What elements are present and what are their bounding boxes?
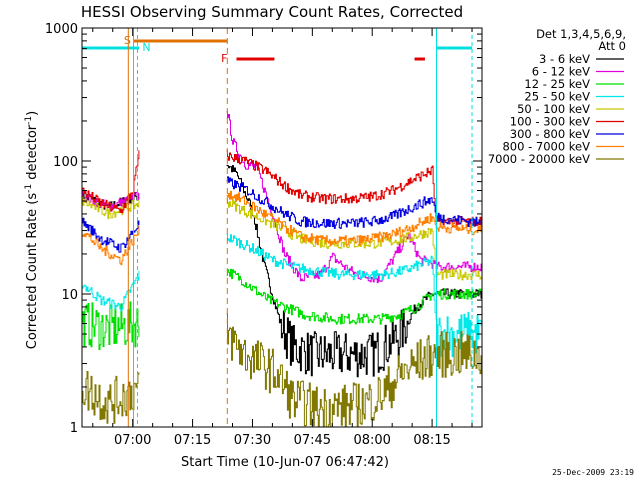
series-line-8 (82, 313, 483, 428)
x-tick-label: 08:00 (353, 433, 390, 448)
legend-label: 7000 - 20000 keV (488, 152, 590, 166)
series-line-6 (82, 176, 483, 253)
flare-flag-label: F (221, 52, 227, 65)
legend-label: 3 - 6 keV (539, 52, 590, 66)
legend-label: 800 - 7000 keV (502, 140, 590, 154)
flag-layer: SN F (82, 28, 473, 427)
legend-label: 12 - 25 keV (524, 77, 590, 91)
series-line-5 (82, 150, 483, 228)
y-tick-label: 10 (61, 288, 78, 303)
x-tick-label: 07:30 (234, 433, 271, 448)
series-layer (82, 111, 483, 428)
x-tick-label: 08:15 (413, 433, 450, 448)
x-axis-label: Start Time (10-Jun-07 06:47:42) (181, 455, 389, 470)
series-line-4 (82, 196, 483, 281)
series-line-7 (82, 190, 483, 266)
x-tick-label: 07:00 (114, 433, 151, 448)
y-tick-label: 1 (70, 421, 78, 436)
legend-label: 300 - 800 keV (510, 127, 590, 141)
legend-title-line1: Det 1,3,4,5,6,9, (536, 27, 626, 41)
x-ticks: 07:00 07:15 07:30 07:45 08:00 08:15 (92, 28, 473, 448)
plot-frame (81, 27, 483, 428)
night-flag-label: N (142, 41, 150, 54)
legend-label: 25 - 50 keV (524, 90, 590, 104)
x-tick-label: 07:15 (174, 433, 211, 448)
x-tick-label: 07:45 (294, 433, 331, 448)
y-tick-label: 100 (53, 155, 78, 170)
legend-title-line2: Att 0 (598, 39, 626, 53)
legend-label: 50 - 100 keV (517, 102, 590, 116)
y-axis-label: Corrected Count Rate (s-1 detector-1) (24, 111, 40, 349)
series-line-1 (82, 111, 483, 284)
legend-label: 6 - 12 keV (532, 65, 590, 79)
y-ticks: 1 10 100 1000 (45, 22, 482, 436)
saa-flag-label: S (124, 34, 131, 47)
legend-label: 100 - 300 keV (510, 115, 590, 129)
chart-title: HESSI Observing Summary Count Rates, Cor… (81, 3, 463, 21)
y-tick-label: 1000 (45, 22, 78, 37)
series-line-0 (82, 164, 483, 378)
timestamp: 25-Dec-2009 23:19 (552, 468, 634, 477)
series-line-3 (82, 233, 483, 358)
